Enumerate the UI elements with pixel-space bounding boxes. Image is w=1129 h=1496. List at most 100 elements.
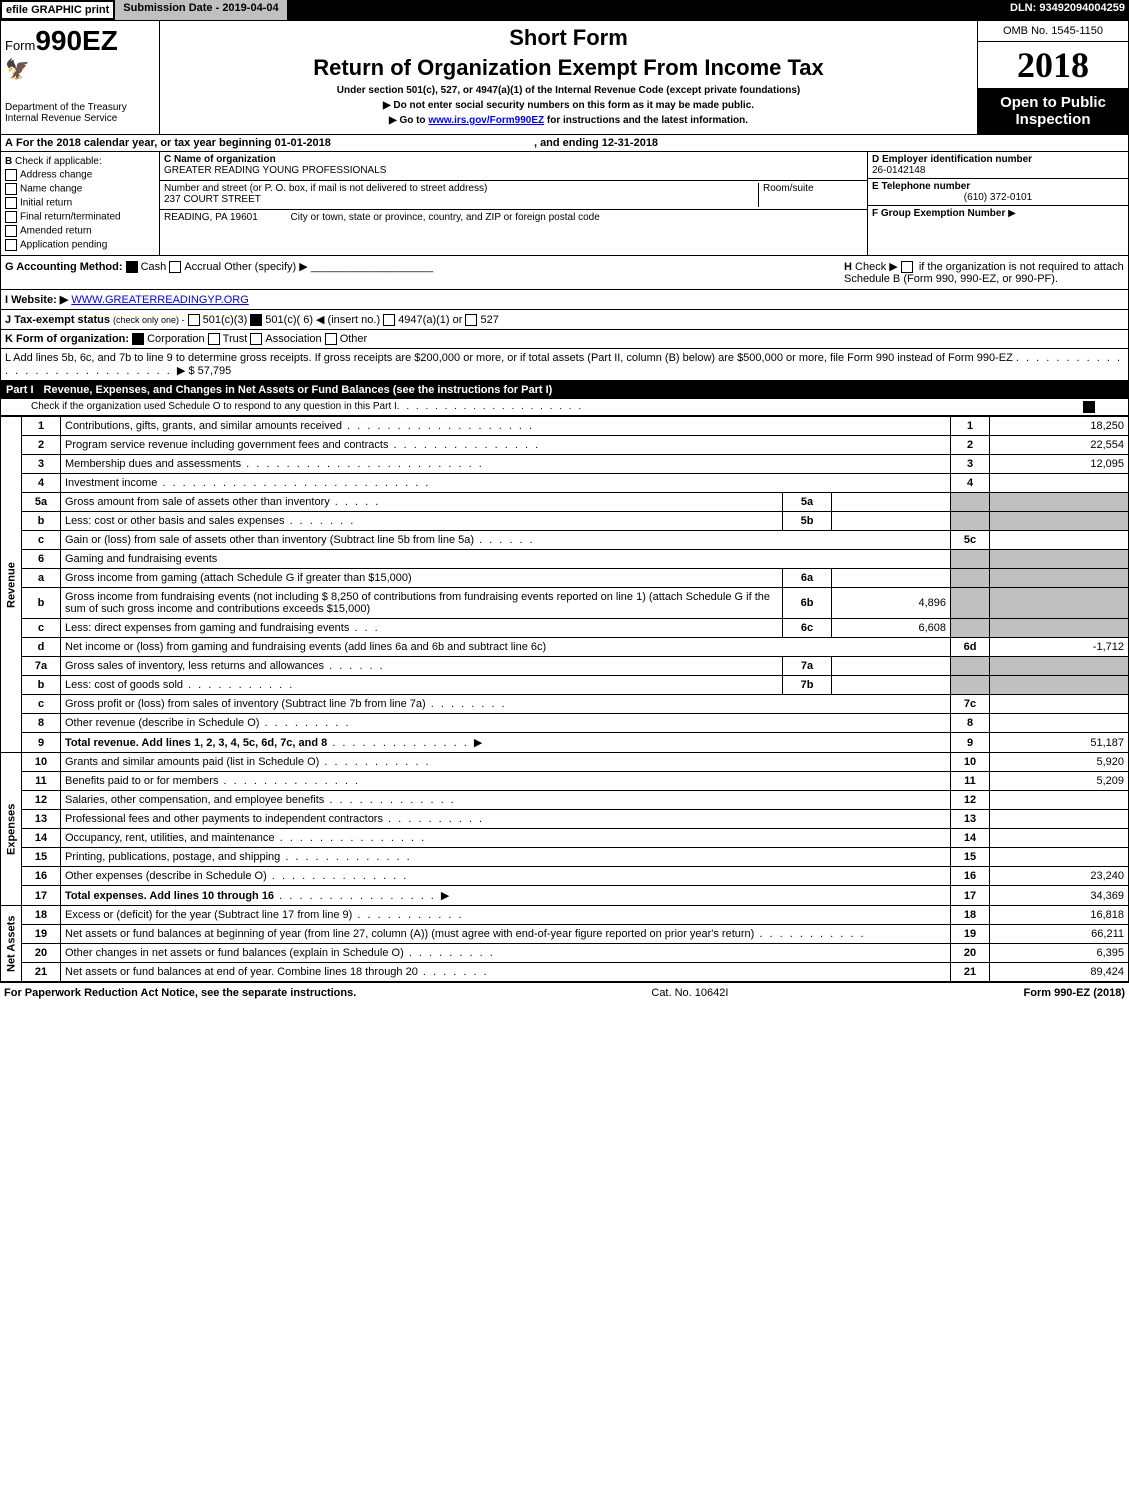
checkbox-pending[interactable] bbox=[5, 239, 17, 251]
grey-cell bbox=[951, 493, 990, 512]
line-ref: 2 bbox=[951, 436, 990, 455]
website-link[interactable]: WWW.GREATERREADINGYP.ORG bbox=[71, 294, 248, 306]
l-text: L Add lines 5b, 6c, and 7b to line 9 to … bbox=[5, 352, 1013, 364]
line-ref: 1 bbox=[951, 417, 990, 436]
grey-cell bbox=[951, 512, 990, 531]
line-ref: 16 bbox=[951, 867, 990, 886]
checkbox-schedule-o[interactable] bbox=[1083, 401, 1095, 413]
line-desc: Benefits paid to or for members bbox=[65, 775, 218, 787]
line-ref: 3 bbox=[951, 455, 990, 474]
checkbox-address-change[interactable] bbox=[5, 169, 17, 181]
schedule-o-dots: . . . . . . . . . . . . . . . . . . . . bbox=[397, 401, 583, 413]
grey-cell bbox=[951, 588, 990, 619]
line-num: c bbox=[22, 531, 61, 550]
line-num: 21 bbox=[22, 963, 61, 982]
line-value: 5,209 bbox=[990, 772, 1129, 791]
line-num: 19 bbox=[22, 925, 61, 944]
submission-date: Submission Date - 2019-04-04 bbox=[115, 0, 286, 20]
row-k-form-org: K Form of organization: Corporation Trus… bbox=[0, 330, 1129, 349]
line-num: c bbox=[22, 619, 61, 638]
line-value bbox=[990, 695, 1129, 714]
part-1-title: Revenue, Expenses, and Changes in Net As… bbox=[44, 384, 553, 396]
checkbox-initial-return[interactable] bbox=[5, 197, 17, 209]
line-num: 20 bbox=[22, 944, 61, 963]
line-num: 11 bbox=[22, 772, 61, 791]
part-1-table: Revenue 1 Contributions, gifts, grants, … bbox=[0, 416, 1129, 982]
line-value: 34,369 bbox=[990, 886, 1129, 906]
line-desc: Less: cost or other basis and sales expe… bbox=[65, 515, 285, 527]
line-num: 3 bbox=[22, 455, 61, 474]
grey-cell bbox=[990, 569, 1129, 588]
subline-ref: 5b bbox=[783, 512, 832, 531]
grey-cell bbox=[990, 588, 1129, 619]
line-value bbox=[990, 714, 1129, 733]
line-desc: Contributions, gifts, grants, and simila… bbox=[65, 420, 342, 432]
line-ref: 21 bbox=[951, 963, 990, 982]
line-desc: Program service revenue including govern… bbox=[65, 439, 388, 451]
line-value bbox=[990, 810, 1129, 829]
return-title: Return of Organization Exempt From Incom… bbox=[168, 55, 969, 81]
section-bcd: B Check if applicable: Address change Na… bbox=[0, 152, 1129, 256]
grey-cell bbox=[951, 550, 990, 569]
line-ref: 7c bbox=[951, 695, 990, 714]
line-ref: 17 bbox=[951, 886, 990, 906]
line-desc: Salaries, other compensation, and employ… bbox=[65, 794, 324, 806]
title-box: Short Form Return of Organization Exempt… bbox=[160, 21, 977, 134]
efile-print-button[interactable]: efile GRAPHIC print bbox=[0, 0, 115, 20]
tax-year: 2018 bbox=[978, 42, 1128, 88]
label-address-change: Address change bbox=[20, 170, 92, 181]
line-value: 66,211 bbox=[990, 925, 1129, 944]
line-desc: Investment income bbox=[65, 477, 157, 489]
line-desc: Gross profit or (loss) from sales of inv… bbox=[65, 698, 426, 710]
checkbox-amended[interactable] bbox=[5, 225, 17, 237]
c-label: C Name of organization bbox=[164, 154, 276, 165]
k-label: K Form of organization: bbox=[5, 333, 129, 345]
checkbox-cash[interactable] bbox=[126, 261, 138, 273]
form-prefix: Form bbox=[5, 38, 35, 53]
expenses-section-label: Expenses bbox=[1, 753, 22, 906]
right-header-box: OMB No. 1545-1150 2018 Open to Public In… bbox=[977, 21, 1128, 134]
line-ref: 12 bbox=[951, 791, 990, 810]
g-label: G Accounting Method: bbox=[5, 261, 123, 273]
grey-cell bbox=[990, 493, 1129, 512]
checkbox-4947[interactable] bbox=[383, 314, 395, 326]
line-desc: Gross amount from sale of assets other t… bbox=[65, 496, 330, 508]
f-label: F Group Exemption Number bbox=[872, 208, 1005, 219]
line-value: 16,818 bbox=[990, 906, 1129, 925]
line-desc: Excess or (deficit) for the year (Subtra… bbox=[65, 909, 352, 921]
checkbox-other-org[interactable] bbox=[325, 333, 337, 345]
part-1-label: Part I bbox=[6, 384, 34, 396]
line-desc: Printing, publications, postage, and shi… bbox=[65, 851, 280, 863]
checkbox-final-return[interactable] bbox=[5, 211, 17, 223]
checkbox-501c3[interactable] bbox=[188, 314, 200, 326]
form-footer: Form 990-EZ (2018) bbox=[1024, 987, 1125, 999]
line-ref: 9 bbox=[951, 733, 990, 753]
subline-value bbox=[832, 512, 951, 531]
line-desc: Less: direct expenses from gaming and fu… bbox=[65, 622, 349, 634]
checkbox-h[interactable] bbox=[901, 261, 913, 273]
line-value: 89,424 bbox=[990, 963, 1129, 982]
short-form-title: Short Form bbox=[168, 25, 969, 51]
line-ref: 15 bbox=[951, 848, 990, 867]
col-d-identifiers: D Employer identification number 26-0142… bbox=[867, 152, 1128, 255]
line-num: 13 bbox=[22, 810, 61, 829]
subline-value bbox=[832, 676, 951, 695]
checkbox-association[interactable] bbox=[250, 333, 262, 345]
instructions-link[interactable]: www.irs.gov/Form990EZ bbox=[428, 115, 544, 126]
checkbox-trust[interactable] bbox=[208, 333, 220, 345]
form-number-box: Form990EZ 🦅 Department of the TreasuryIn… bbox=[1, 21, 160, 134]
line-desc: Total revenue. Add lines 1, 2, 3, 4, 5c,… bbox=[65, 737, 327, 749]
j-small: (check only one) - bbox=[113, 315, 185, 325]
line-value: 6,395 bbox=[990, 944, 1129, 963]
checkbox-corporation[interactable] bbox=[132, 333, 144, 345]
col-b-label: B bbox=[5, 156, 12, 167]
checkbox-name-change[interactable] bbox=[5, 183, 17, 195]
label-amended: Amended return bbox=[20, 226, 92, 237]
grey-cell bbox=[990, 657, 1129, 676]
checkbox-501c[interactable] bbox=[250, 314, 262, 326]
checkbox-527[interactable] bbox=[465, 314, 477, 326]
form-header: Form990EZ 🦅 Department of the TreasuryIn… bbox=[0, 20, 1129, 135]
line-num: b bbox=[22, 512, 61, 531]
checkbox-accrual[interactable] bbox=[169, 261, 181, 273]
line-value: 22,554 bbox=[990, 436, 1129, 455]
